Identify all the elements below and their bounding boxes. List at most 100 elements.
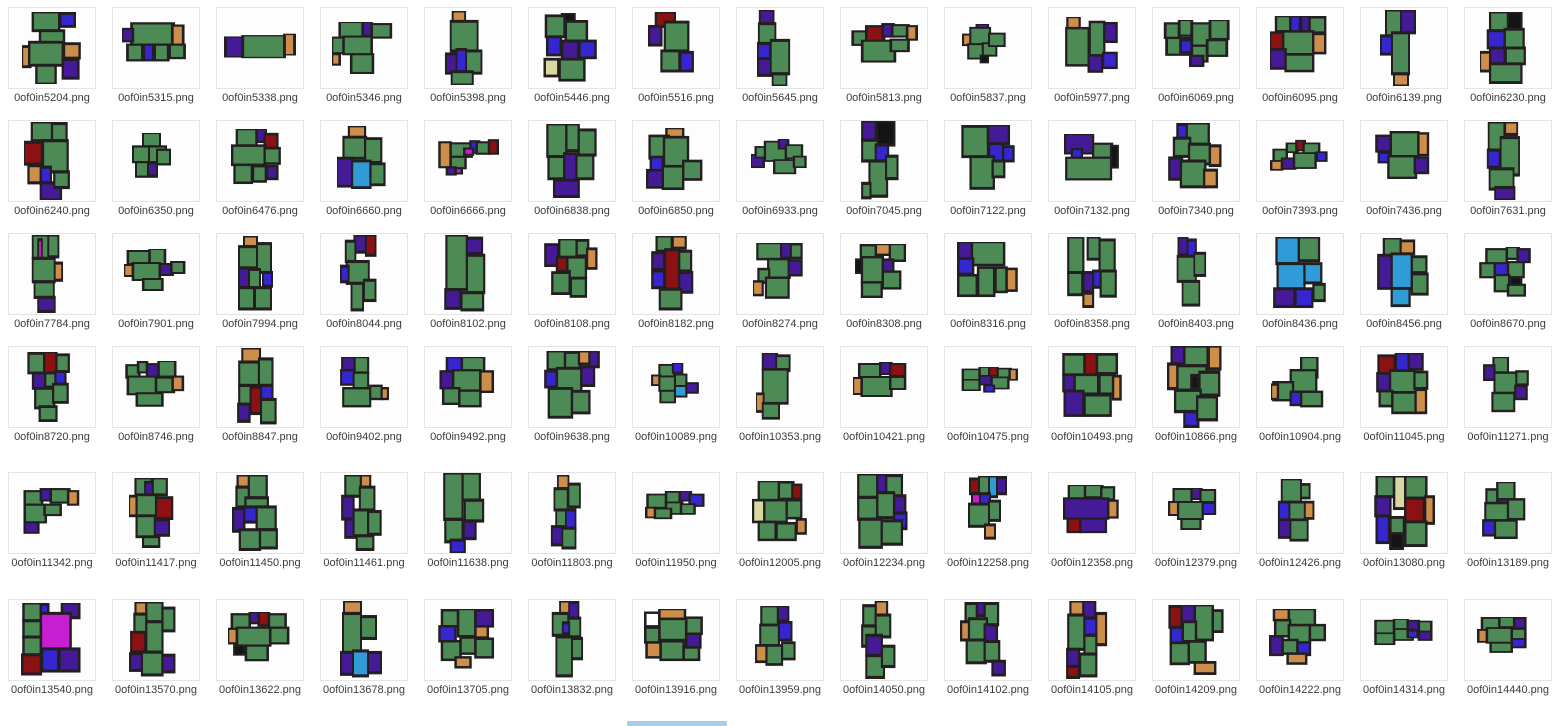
file-item[interactable]: 0of0in8456.png (1352, 226, 1456, 339)
file-item[interactable]: 0of0in11638.png (416, 465, 520, 592)
file-item[interactable]: 0of0in13540.png (0, 592, 104, 726)
file-item[interactable]: 0of0in9402.png (312, 339, 416, 465)
file-item[interactable]: 0of0in7436.png (1352, 113, 1456, 226)
file-item[interactable]: 0of0in11461.png (312, 465, 416, 592)
file-item[interactable]: 0of0in5398.png (416, 0, 520, 113)
file-item[interactable]: 0of0in11342.png (0, 465, 104, 592)
file-item[interactable]: 0of0in10493.png (1040, 339, 1144, 465)
file-item[interactable]: 0of0in14222.png (1248, 592, 1352, 726)
file-item[interactable]: 0of0in13959.png (728, 592, 832, 726)
file-item[interactable]: 0of0in6095.png (1248, 0, 1352, 113)
file-item[interactable]: 0of0in8044.png (312, 226, 416, 339)
file-item[interactable]: 0of0in5837.png (936, 0, 1040, 113)
file-item[interactable]: 0of0in7901.png (104, 226, 208, 339)
file-thumbnail (1152, 120, 1240, 202)
file-item[interactable]: 0of0in7045.png (832, 113, 936, 226)
file-item[interactable]: 0of0in10353.png (728, 339, 832, 465)
file-item[interactable]: 0of0in10866.png (1144, 339, 1248, 465)
file-item[interactable]: 0of0in7132.png (1040, 113, 1144, 226)
file-item[interactable]: 0of0in13705.png (416, 592, 520, 726)
file-item[interactable]: 0of0in12426.png (1248, 465, 1352, 592)
file-item[interactable]: 0of0in6350.png (104, 113, 208, 226)
file-name: 0of0in13080.png (1363, 557, 1445, 569)
file-item[interactable]: 0of0in7340.png (1144, 113, 1248, 226)
file-item[interactable]: 0of0in14440.png (1456, 592, 1560, 726)
file-item[interactable]: 0of0in12358.png (1040, 465, 1144, 592)
file-item[interactable]: 0of0in14105.png (1040, 592, 1144, 726)
file-item[interactable]: 0of0in8403.png (1144, 226, 1248, 339)
file-item[interactable]: 0of0in14314.png (1352, 592, 1456, 726)
file-item[interactable]: 0of0in7393.png (1248, 113, 1352, 226)
file-item[interactable]: 0of0in6230.png (1456, 0, 1560, 113)
file-item[interactable]: 0of0in10421.png (832, 339, 936, 465)
file-item[interactable]: 0of0in8720.png (0, 339, 104, 465)
file-item[interactable]: 0of0in11803.png (520, 465, 624, 592)
file-item[interactable]: 0of0in6850.png (624, 113, 728, 226)
file-item[interactable]: 0of0in6139.png (1352, 0, 1456, 113)
file-name: 0of0in9638.png (534, 431, 610, 443)
file-item[interactable]: 0of0in10475.png (936, 339, 1040, 465)
file-item[interactable]: 0of0in8670.png (1456, 226, 1560, 339)
file-item[interactable]: 0of0in6069.png (1144, 0, 1248, 113)
file-item[interactable]: 0of0in7122.png (936, 113, 1040, 226)
file-item[interactable]: 0of0in13622.png (208, 592, 312, 726)
file-item[interactable]: 0of0in12258.png (936, 465, 1040, 592)
file-item[interactable]: 0of0in6476.png (208, 113, 312, 226)
file-item[interactable]: 0of0in11417.png (104, 465, 208, 592)
file-name: 0of0in12005.png (739, 557, 821, 569)
file-item[interactable]: 0of0in5315.png (104, 0, 208, 113)
file-item[interactable]: 0of0in13189.png (1456, 465, 1560, 592)
file-item[interactable]: 0of0in5516.png (624, 0, 728, 113)
file-item[interactable]: 0of0in5446.png (520, 0, 624, 113)
file-item[interactable]: 0of0in8436.png (1248, 226, 1352, 339)
file-item[interactable]: 0of0in13916.png (624, 592, 728, 726)
file-item[interactable]: 0of0in6240.png (0, 113, 104, 226)
file-item[interactable]: 0of0in11450.png (208, 465, 312, 592)
file-item[interactable]: 0of0in10089.png (624, 339, 728, 465)
file-item[interactable]: 0of0in8847.png (208, 339, 312, 465)
file-item[interactable]: 0of0in7784.png (0, 226, 104, 339)
file-item[interactable]: 0of0in8358.png (1040, 226, 1144, 339)
file-item[interactable]: 0of0in8746.png (104, 339, 208, 465)
file-item[interactable]: 0of0in5346.png (312, 0, 416, 113)
file-item[interactable]: 0of0in5204.png (0, 0, 104, 113)
file-item[interactable]: 0of0in11045.png (1352, 339, 1456, 465)
file-item[interactable]: 0of0in6838.png (520, 113, 624, 226)
file-item[interactable]: 0of0in6666.png (416, 113, 520, 226)
file-item[interactable]: 0of0in12234.png (832, 465, 936, 592)
file-item[interactable]: 0of0in7994.png (208, 226, 312, 339)
file-thumbnail (1360, 472, 1448, 554)
file-item[interactable]: 0of0in8108.png (520, 226, 624, 339)
file-item[interactable]: 0of0in5977.png (1040, 0, 1144, 113)
file-item[interactable]: 0of0in14050.png (832, 592, 936, 726)
file-item[interactable]: 0of0in13080.png (1352, 465, 1456, 592)
file-item[interactable]: 0of0in9492.png (416, 339, 520, 465)
file-item[interactable]: 0of0in5645.png (728, 0, 832, 113)
file-item[interactable]: 0of0in13678.png (312, 592, 416, 726)
file-item[interactable]: 0of0in11271.png (1456, 339, 1560, 465)
file-item[interactable]: 0of0in8182.png (624, 226, 728, 339)
file-item[interactable]: 0of0in10904.png (1248, 339, 1352, 465)
file-item[interactable]: 0of0in11950.png (624, 465, 728, 592)
file-thumbnail (1360, 233, 1448, 315)
file-item[interactable]: 0of0in14102.png (936, 592, 1040, 726)
file-name: 0of0in14222.png (1259, 684, 1341, 696)
file-item[interactable]: 0of0in5813.png (832, 0, 936, 113)
file-item[interactable]: 0of0in13570.png (104, 592, 208, 726)
file-item[interactable]: 0of0in12005.png (728, 465, 832, 592)
file-item[interactable]: 0of0in6660.png (312, 113, 416, 226)
file-item[interactable]: 0of0in7631.png (1456, 113, 1560, 226)
file-item[interactable]: 0of0in12379.png (1144, 465, 1248, 592)
file-item[interactable]: 0of0in8274.png (728, 226, 832, 339)
file-item[interactable]: 0of0in14209.png (1144, 592, 1248, 726)
file-name: 0of0in5338.png (222, 92, 298, 104)
file-item[interactable]: 0of0in8316.png (936, 226, 1040, 339)
file-item[interactable]: 0of0in9638.png (520, 339, 624, 465)
file-item[interactable]: 0of0in8308.png (832, 226, 936, 339)
file-item[interactable]: 0of0in6933.png (728, 113, 832, 226)
floorplan-image (21, 603, 81, 676)
file-item[interactable]: 0of0in5338.png (208, 0, 312, 113)
file-item[interactable]: 0of0in13832.png (520, 592, 624, 726)
selection-highlight-partial[interactable] (627, 721, 727, 726)
file-item[interactable]: 0of0in8102.png (416, 226, 520, 339)
